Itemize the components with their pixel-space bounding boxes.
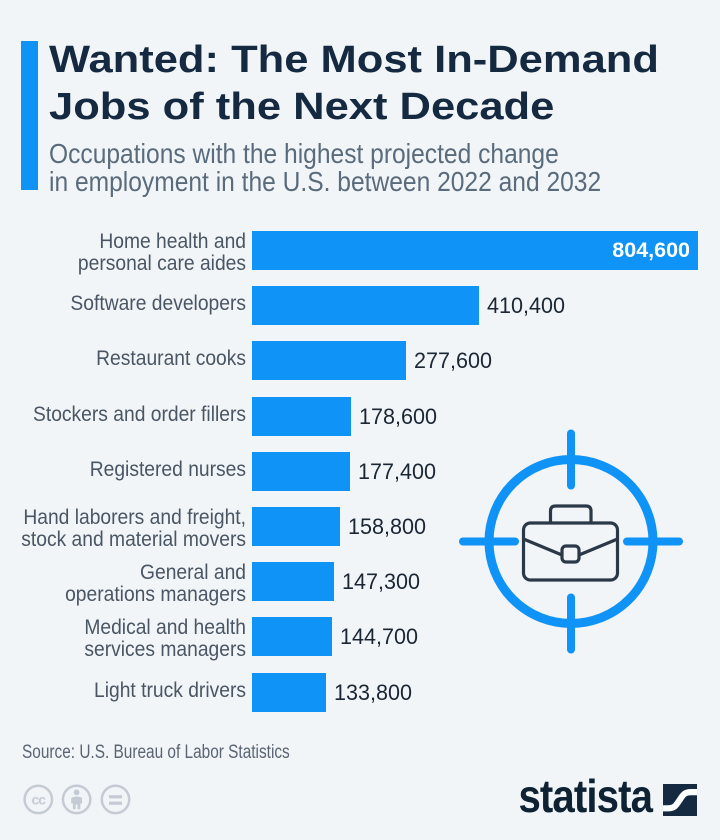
svg-text:cc: cc [32,792,47,808]
